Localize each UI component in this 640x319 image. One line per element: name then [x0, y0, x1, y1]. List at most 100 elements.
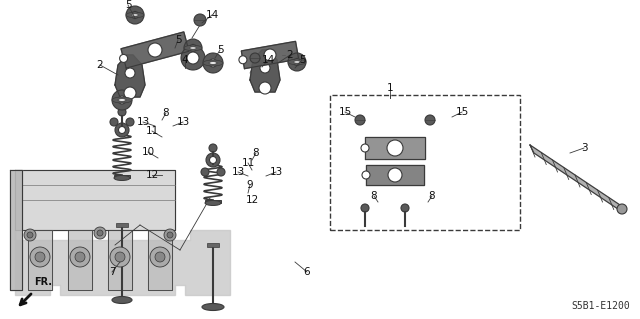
Circle shape — [167, 232, 173, 238]
Circle shape — [120, 55, 127, 63]
Text: 8: 8 — [253, 148, 259, 158]
Ellipse shape — [293, 61, 301, 63]
Circle shape — [388, 168, 402, 182]
Text: 10: 10 — [141, 147, 155, 157]
Circle shape — [260, 63, 270, 73]
Circle shape — [288, 53, 306, 71]
Polygon shape — [530, 145, 624, 213]
Text: 13: 13 — [269, 167, 283, 177]
Text: 11: 11 — [241, 158, 255, 168]
Ellipse shape — [118, 99, 126, 101]
Ellipse shape — [114, 175, 130, 181]
Polygon shape — [241, 41, 299, 69]
Text: 5: 5 — [125, 0, 131, 10]
Bar — [114, 175, 130, 178]
Text: 5: 5 — [217, 45, 223, 55]
Circle shape — [181, 46, 205, 70]
Circle shape — [259, 82, 271, 94]
Circle shape — [118, 127, 125, 133]
Polygon shape — [250, 50, 280, 92]
Text: 8: 8 — [163, 108, 170, 118]
Circle shape — [126, 6, 144, 24]
Circle shape — [189, 44, 196, 52]
Ellipse shape — [189, 47, 196, 49]
Circle shape — [164, 229, 176, 241]
Circle shape — [617, 204, 627, 214]
Text: 13: 13 — [177, 117, 189, 127]
Text: 5: 5 — [299, 55, 305, 65]
Text: 2: 2 — [287, 50, 293, 60]
Circle shape — [264, 49, 276, 61]
Circle shape — [126, 118, 134, 126]
Text: 5: 5 — [175, 35, 181, 45]
Polygon shape — [115, 55, 145, 97]
Circle shape — [209, 59, 217, 67]
Circle shape — [24, 229, 36, 241]
Bar — [205, 200, 221, 203]
Polygon shape — [366, 165, 424, 185]
Circle shape — [30, 247, 50, 267]
Polygon shape — [68, 230, 92, 290]
Circle shape — [124, 87, 136, 99]
Circle shape — [75, 252, 85, 262]
Ellipse shape — [131, 14, 139, 16]
Text: 2: 2 — [97, 60, 103, 70]
Text: 13: 13 — [232, 167, 244, 177]
Bar — [330, 95, 520, 230]
Polygon shape — [15, 230, 230, 295]
Circle shape — [209, 157, 216, 164]
Circle shape — [250, 53, 260, 63]
Text: 8: 8 — [371, 191, 378, 201]
Circle shape — [194, 14, 206, 26]
Ellipse shape — [112, 296, 132, 303]
Circle shape — [209, 144, 217, 152]
Text: 7: 7 — [109, 267, 115, 277]
Ellipse shape — [203, 60, 223, 66]
Text: 14: 14 — [261, 55, 275, 65]
Circle shape — [187, 52, 199, 64]
Text: 15: 15 — [456, 107, 468, 117]
Ellipse shape — [209, 62, 217, 64]
Circle shape — [94, 227, 106, 239]
Circle shape — [425, 115, 435, 125]
Circle shape — [155, 252, 165, 262]
Polygon shape — [28, 230, 52, 290]
Text: 1: 1 — [387, 83, 394, 93]
Circle shape — [201, 168, 209, 176]
Circle shape — [184, 39, 202, 57]
Circle shape — [115, 252, 125, 262]
Text: 12: 12 — [245, 195, 259, 205]
Circle shape — [362, 171, 370, 179]
Text: 11: 11 — [145, 126, 159, 136]
Polygon shape — [365, 137, 425, 159]
Ellipse shape — [184, 45, 202, 51]
Polygon shape — [10, 170, 22, 290]
Circle shape — [361, 204, 369, 212]
Circle shape — [387, 140, 403, 156]
Circle shape — [401, 204, 409, 212]
Circle shape — [293, 58, 301, 66]
Text: FR.: FR. — [34, 277, 52, 287]
Polygon shape — [15, 170, 175, 230]
Circle shape — [131, 11, 139, 19]
Circle shape — [203, 53, 223, 73]
Text: 12: 12 — [145, 170, 159, 180]
Ellipse shape — [126, 12, 144, 18]
Polygon shape — [121, 32, 189, 68]
Circle shape — [239, 56, 247, 64]
Circle shape — [97, 230, 103, 236]
Polygon shape — [148, 230, 172, 290]
Circle shape — [355, 115, 365, 125]
Circle shape — [110, 118, 118, 126]
Ellipse shape — [205, 201, 221, 205]
Text: 15: 15 — [339, 107, 351, 117]
Circle shape — [27, 232, 33, 238]
Text: 3: 3 — [580, 143, 588, 153]
Text: 4: 4 — [182, 55, 188, 65]
Circle shape — [150, 247, 170, 267]
Polygon shape — [108, 230, 132, 290]
Circle shape — [206, 153, 220, 167]
Circle shape — [125, 68, 135, 78]
Text: S5B1-E1200: S5B1-E1200 — [572, 301, 630, 311]
Text: 9: 9 — [246, 180, 253, 190]
